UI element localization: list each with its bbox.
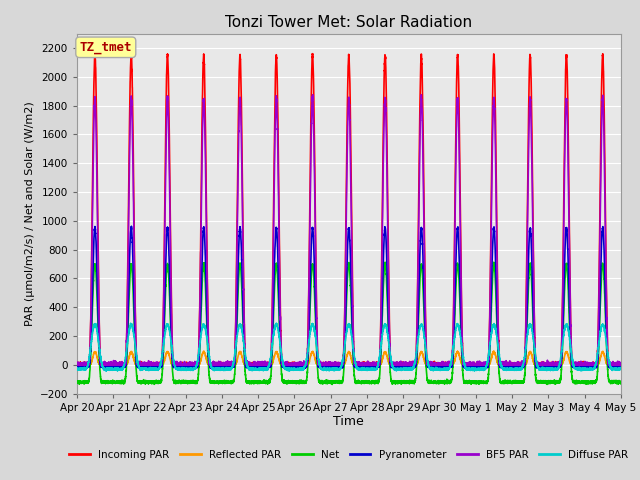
Net	[617, 381, 625, 386]
Reflected PAR	[470, 361, 478, 367]
Net	[486, 347, 493, 352]
Diffuse PAR	[588, 366, 595, 372]
Net	[471, 379, 479, 385]
Y-axis label: PAR (μmol/m2/s) / Net and Solar (W/m2): PAR (μmol/m2/s) / Net and Solar (W/m2)	[25, 101, 35, 326]
Net	[330, 379, 338, 385]
Reflected PAR	[588, 361, 595, 367]
Reflected PAR	[73, 362, 81, 368]
BF5 PAR	[486, 314, 493, 320]
BF5 PAR	[588, 361, 595, 367]
Diffuse PAR	[102, 368, 110, 374]
Pyranometer	[73, 363, 81, 369]
Reflected PAR	[486, 360, 493, 366]
Line: Incoming PAR: Incoming PAR	[77, 54, 621, 365]
Pyranometer	[486, 336, 493, 342]
Pyranometer	[127, 223, 135, 229]
X-axis label: Time: Time	[333, 415, 364, 429]
Incoming PAR	[258, 360, 266, 366]
Incoming PAR	[486, 305, 493, 311]
Text: TZ_tmet: TZ_tmet	[79, 41, 132, 54]
Incoming PAR	[330, 362, 338, 368]
Pyranometer	[594, 350, 602, 356]
BF5 PAR	[258, 362, 266, 368]
Incoming PAR	[308, 51, 316, 57]
Line: Net: Net	[77, 262, 621, 384]
Diffuse PAR	[73, 365, 81, 371]
Incoming PAR	[617, 362, 625, 368]
Incoming PAR	[73, 362, 81, 368]
Pyranometer	[588, 363, 595, 369]
Net	[381, 259, 389, 265]
Pyranometer	[331, 363, 339, 369]
Incoming PAR	[588, 362, 595, 368]
BF5 PAR	[417, 92, 425, 97]
Diffuse PAR	[331, 367, 339, 372]
Net	[328, 382, 336, 387]
Legend: Incoming PAR, Reflected PAR, Net, Pyranometer, BF5 PAR, Diffuse PAR: Incoming PAR, Reflected PAR, Net, Pyrano…	[65, 445, 632, 464]
Net	[588, 378, 595, 384]
Pyranometer	[471, 365, 479, 371]
Line: Diffuse PAR: Diffuse PAR	[77, 323, 621, 371]
Pyranometer	[258, 363, 266, 369]
Diffuse PAR	[486, 340, 493, 346]
BF5 PAR	[470, 362, 478, 368]
Reflected PAR	[490, 348, 498, 354]
BF5 PAR	[594, 341, 602, 347]
Pyranometer	[617, 364, 625, 370]
Diffuse PAR	[273, 320, 280, 326]
Line: BF5 PAR: BF5 PAR	[77, 95, 621, 365]
Diffuse PAR	[258, 367, 266, 372]
Reflected PAR	[617, 362, 625, 368]
Incoming PAR	[470, 362, 478, 368]
Incoming PAR	[594, 336, 602, 342]
Diffuse PAR	[471, 368, 479, 374]
Title: Tonzi Tower Met: Solar Radiation: Tonzi Tower Met: Solar Radiation	[225, 15, 472, 30]
Net	[258, 379, 266, 384]
Net	[594, 360, 602, 366]
BF5 PAR	[73, 362, 81, 368]
Reflected PAR	[594, 361, 602, 367]
Diffuse PAR	[617, 366, 625, 372]
Line: Reflected PAR: Reflected PAR	[77, 351, 621, 365]
Net	[73, 380, 81, 386]
Line: Pyranometer: Pyranometer	[77, 226, 621, 368]
Reflected PAR	[330, 362, 338, 368]
Diffuse PAR	[594, 347, 602, 352]
Reflected PAR	[258, 362, 266, 368]
BF5 PAR	[330, 362, 338, 368]
BF5 PAR	[617, 362, 625, 368]
Pyranometer	[74, 365, 81, 371]
